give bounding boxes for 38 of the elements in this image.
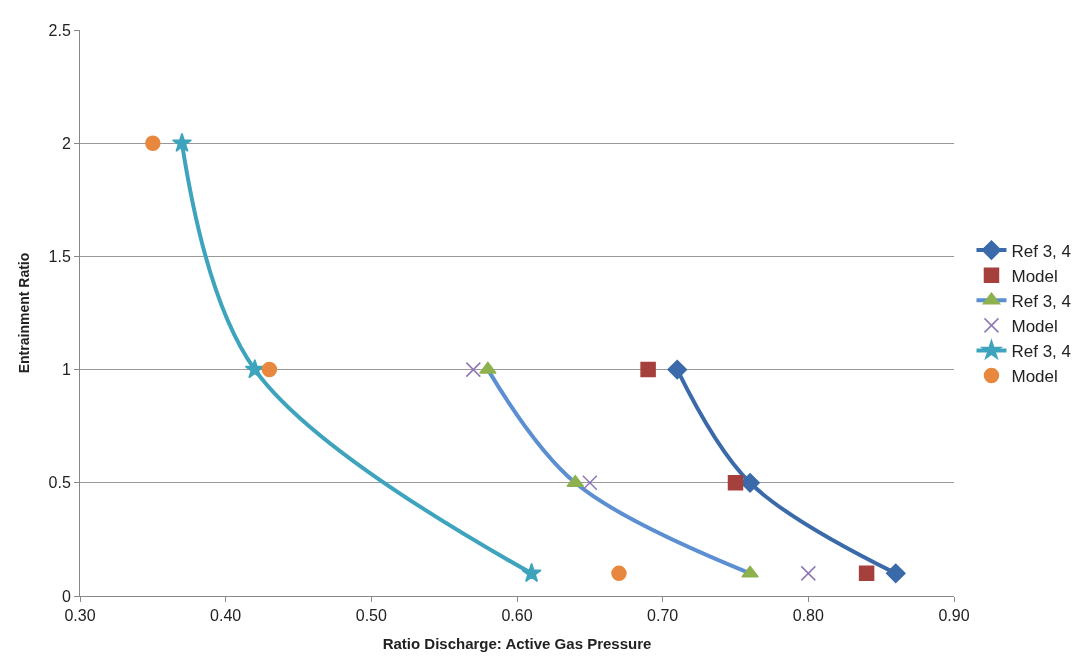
- point: [667, 359, 688, 380]
- legend-label: Ref 3, 4: [1011, 241, 1072, 261]
- y-tick-label: 2.5: [48, 21, 71, 39]
- point: [727, 475, 744, 491]
- point: [640, 361, 656, 378]
- point: [244, 359, 265, 379]
- point: [465, 361, 482, 378]
- y-tick-label: 0.5: [48, 474, 71, 492]
- legend-label: Ref 3, 4: [1011, 342, 1072, 362]
- y-axis-title: Entrainment Ratio: [16, 252, 33, 374]
- point: [145, 135, 161, 151]
- y-tick-label: 1.5: [48, 248, 71, 265]
- x-tick-label: 0.30: [64, 607, 96, 625]
- point: [521, 562, 542, 583]
- y-tick-label: 2: [61, 134, 71, 152]
- x-tick-label: 0.40: [210, 607, 242, 625]
- x-tick-label: 0.80: [792, 607, 824, 625]
- point: [800, 565, 817, 582]
- legend-label: Model: [1011, 367, 1058, 387]
- x-tick-label: 0.70: [647, 607, 679, 625]
- legend-label: Model: [1011, 316, 1058, 336]
- point: [171, 132, 193, 152]
- point: [261, 361, 278, 378]
- x-tick-label: 0.90: [938, 607, 970, 625]
- point: [858, 565, 875, 582]
- y-tick-label: 1: [61, 361, 71, 379]
- x-tick-label: 0.50: [355, 607, 387, 625]
- x-axis-title: Ratio Discharge: Active Gas Pressure: [382, 635, 652, 653]
- legend-label: Model: [1011, 266, 1058, 286]
- point: [740, 472, 760, 493]
- y-tick-label: 0: [61, 587, 71, 605]
- point: [479, 361, 497, 374]
- point: [741, 565, 759, 578]
- legend-label: Ref 3, 4: [1011, 291, 1072, 311]
- point: [582, 475, 598, 491]
- x-tick-label: 0.60: [501, 607, 533, 625]
- point: [611, 565, 627, 582]
- point: [885, 563, 906, 584]
